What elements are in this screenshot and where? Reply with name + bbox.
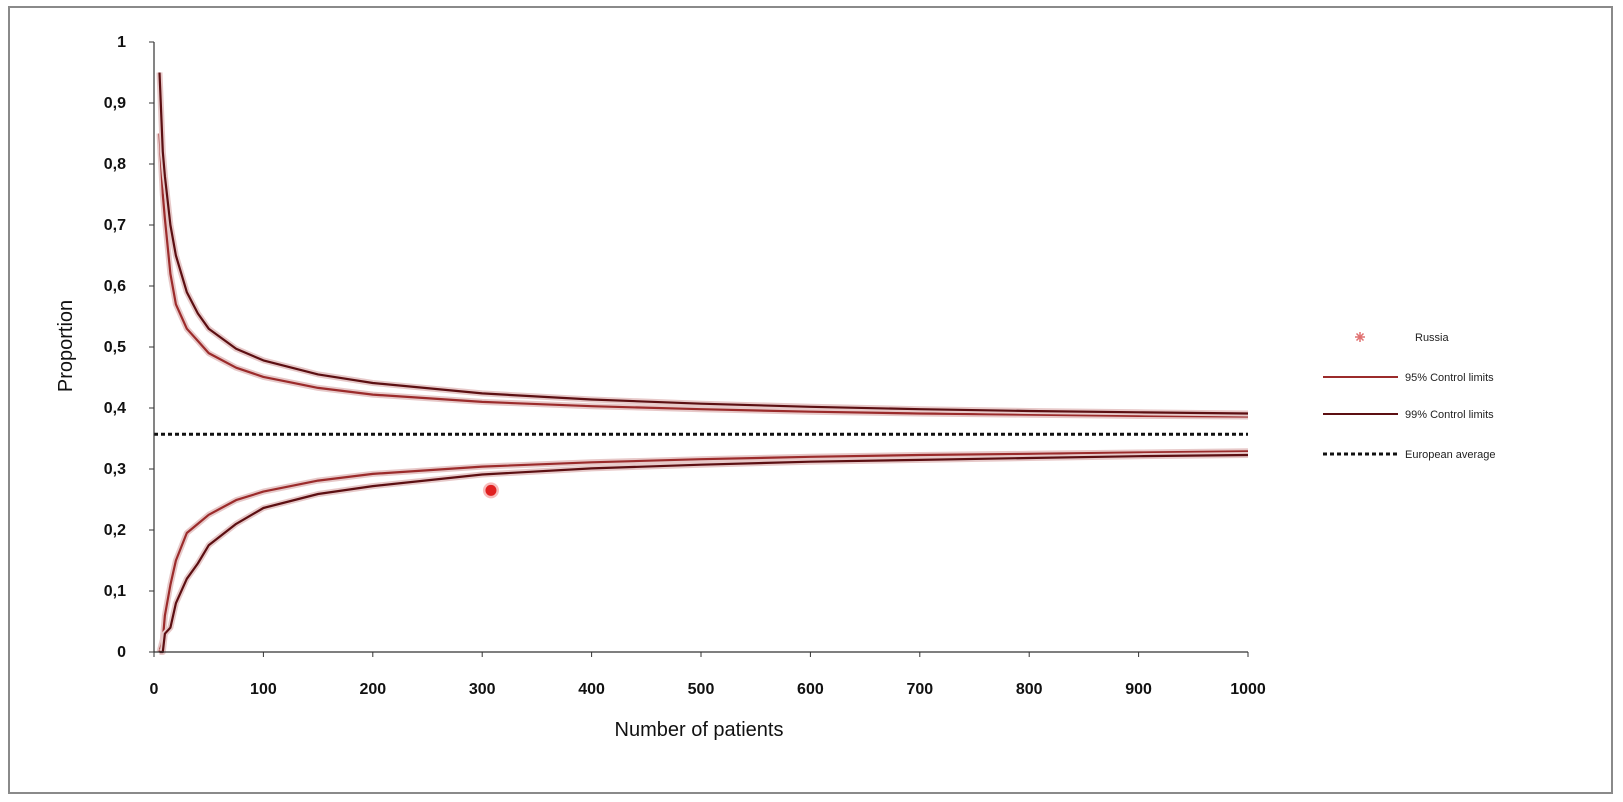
legend-item-99-control-limits: 99% Control limits	[1323, 409, 1494, 421]
russia-point	[485, 484, 497, 496]
95-control-limits-upper-line	[158, 133, 1249, 418]
legend-label-95-control-limits: 95% Control limits	[1405, 372, 1494, 384]
axes: 0 0,1 0,2 0,3 0,4 0,5 0,6 0,7 0,8 0,9 1 0 100 200 300 4…	[104, 34, 1266, 698]
chart-frame	[8, 6, 1613, 794]
y-axis-title: Proportion	[55, 300, 77, 392]
legend-label-european-average: European average	[1405, 449, 1496, 461]
99-control-limits-lower-halo	[159, 452, 1249, 655]
y-tick-label: 0,3	[104, 461, 126, 478]
legend-label-99-control-limits: 99% Control limits	[1405, 409, 1494, 421]
x-tick-label: 100	[250, 681, 277, 698]
x-tick-label: 300	[469, 681, 496, 698]
y-tick-label: 0,4	[104, 400, 126, 417]
99-control-limits-upper-line	[158, 72, 1249, 415]
x-tick-label: 200	[359, 681, 386, 698]
x-tick-label: 600	[797, 681, 824, 698]
y-tick-label: 0	[117, 644, 126, 661]
legend-item-european-average: European average	[1323, 449, 1496, 461]
y-tick-label: 0,1	[104, 583, 126, 600]
x-tick-label: 1000	[1230, 681, 1266, 698]
y-tick-label: 0,8	[104, 156, 126, 173]
legend-item-russia: Russia	[1355, 332, 1450, 344]
legend: Russia 95% Control limits 99% Control li…	[1323, 332, 1496, 461]
y-tick-label: 0,2	[104, 522, 126, 539]
legend-label-russia: Russia	[1415, 332, 1450, 344]
x-tick-label: 500	[688, 681, 715, 698]
95-control-limits-lower-line	[158, 450, 1249, 653]
x-tick-label: 800	[1016, 681, 1043, 698]
legend-item-95-control-limits: 95% Control limits	[1323, 372, 1494, 384]
y-tick-label: 0,6	[104, 278, 126, 295]
99-control-limits-lower-line	[159, 453, 1249, 654]
y-tick-label: 0,9	[104, 95, 126, 112]
x-axis-title: Number of patients	[615, 719, 784, 741]
x-tick-label: 700	[906, 681, 933, 698]
y-tick-label: 0,7	[104, 217, 126, 234]
x-tick-label: 400	[578, 681, 605, 698]
y-tick-label: 1	[117, 34, 126, 51]
series-layer	[154, 72, 1249, 655]
y-tick-label: 0,5	[104, 339, 126, 356]
95-control-limits-lower-halo	[156, 448, 1249, 653]
99-control-limits-upper-halo	[156, 72, 1249, 417]
x-tick-label: 900	[1125, 681, 1152, 698]
x-tick-label: 0	[150, 681, 159, 698]
legend-marker-russia	[1355, 332, 1365, 342]
